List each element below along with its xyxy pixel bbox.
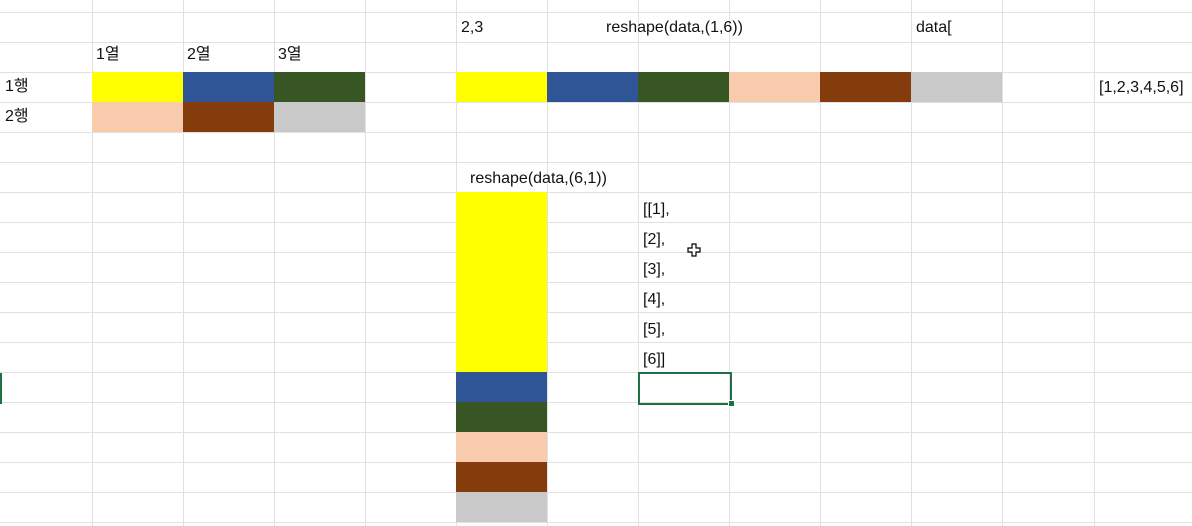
- grid-col-line: [365, 0, 366, 526]
- flat-list-value: [1,2,3,4,5,6]: [1099, 79, 1184, 96]
- row-header-2: 2행: [5, 108, 29, 125]
- grid-col-line: [638, 0, 639, 526]
- grid-row-line: [0, 402, 1192, 403]
- column-cell-5[interactable]: [456, 462, 547, 492]
- row-cell-1[interactable]: [456, 72, 547, 102]
- row-header-1: 1행: [5, 78, 29, 95]
- left-table-cell-r2-c3[interactable]: [274, 102, 365, 132]
- left-table-cell-r1-c2[interactable]: [183, 72, 274, 102]
- active-row-marker: [0, 373, 2, 404]
- grid-row-line: [0, 492, 1192, 493]
- nested-line-6: [6]]: [643, 351, 666, 368]
- grid-row-line: [0, 522, 1192, 523]
- grid-col-line: [547, 0, 548, 526]
- active-cell[interactable]: [638, 372, 732, 405]
- grid-row-line: [0, 462, 1192, 463]
- row-cell-2[interactable]: [547, 72, 638, 102]
- data-label: data[: [916, 19, 952, 36]
- shape-label: 2,3: [461, 19, 484, 36]
- grid-row-line: [0, 252, 1192, 253]
- nested-line-5: [5],: [643, 321, 666, 338]
- grid-row-line: [0, 342, 1192, 343]
- column-cell-2[interactable]: [456, 372, 547, 402]
- grid-col-line: [820, 0, 821, 526]
- left-table-cell-r1-c3[interactable]: [274, 72, 365, 102]
- grid-col-line: [92, 0, 93, 526]
- grid-row-line: [0, 192, 1192, 193]
- grid-row-line: [0, 372, 1192, 373]
- grid-row-line: [0, 312, 1192, 313]
- col-header-2: 2열: [187, 46, 211, 63]
- grid-col-line: [183, 0, 184, 526]
- grid-col-line: [274, 0, 275, 526]
- row-cell-5[interactable]: [820, 72, 911, 102]
- column-cell-4[interactable]: [456, 432, 547, 462]
- reshape-1x6-label: reshape(data,(1,6)): [606, 19, 743, 36]
- grid-col-line: [1002, 0, 1003, 526]
- nested-line-2: [2],: [643, 231, 666, 248]
- grid-row-line: [0, 222, 1192, 223]
- move-crosshair-icon: [687, 243, 701, 257]
- column-cell-1[interactable]: [456, 192, 547, 372]
- grid-row-line: [0, 282, 1192, 283]
- grid-row-line: [0, 132, 1192, 133]
- column-cell-6[interactable]: [456, 492, 547, 522]
- nested-line-4: [4],: [643, 291, 666, 308]
- reshape-6x1-label: reshape(data,(6,1)): [470, 170, 607, 187]
- nested-line-1: [[1],: [643, 201, 670, 218]
- row-cell-4[interactable]: [729, 72, 820, 102]
- left-table-cell-r1-c1[interactable]: [92, 72, 183, 102]
- grid-col-line: [729, 0, 730, 526]
- row-cell-3[interactable]: [638, 72, 729, 102]
- fill-handle[interactable]: [728, 400, 735, 407]
- nested-line-3: [3],: [643, 261, 666, 278]
- grid-row-line: [0, 432, 1192, 433]
- grid-col-line: [911, 0, 912, 526]
- grid-row-line: [0, 102, 1192, 103]
- left-table-cell-r2-c1[interactable]: [92, 102, 183, 132]
- grid-row-line: [0, 162, 1192, 163]
- column-cell-3[interactable]: [456, 402, 547, 432]
- col-header-1: 1열: [96, 46, 120, 63]
- grid-row-line: [0, 42, 1192, 43]
- left-table-cell-r2-c2[interactable]: [183, 102, 274, 132]
- col-header-3: 3열: [278, 46, 302, 63]
- row-cell-6[interactable]: [911, 72, 1002, 102]
- grid-row-line: [0, 12, 1192, 13]
- grid-col-line: [1094, 0, 1095, 526]
